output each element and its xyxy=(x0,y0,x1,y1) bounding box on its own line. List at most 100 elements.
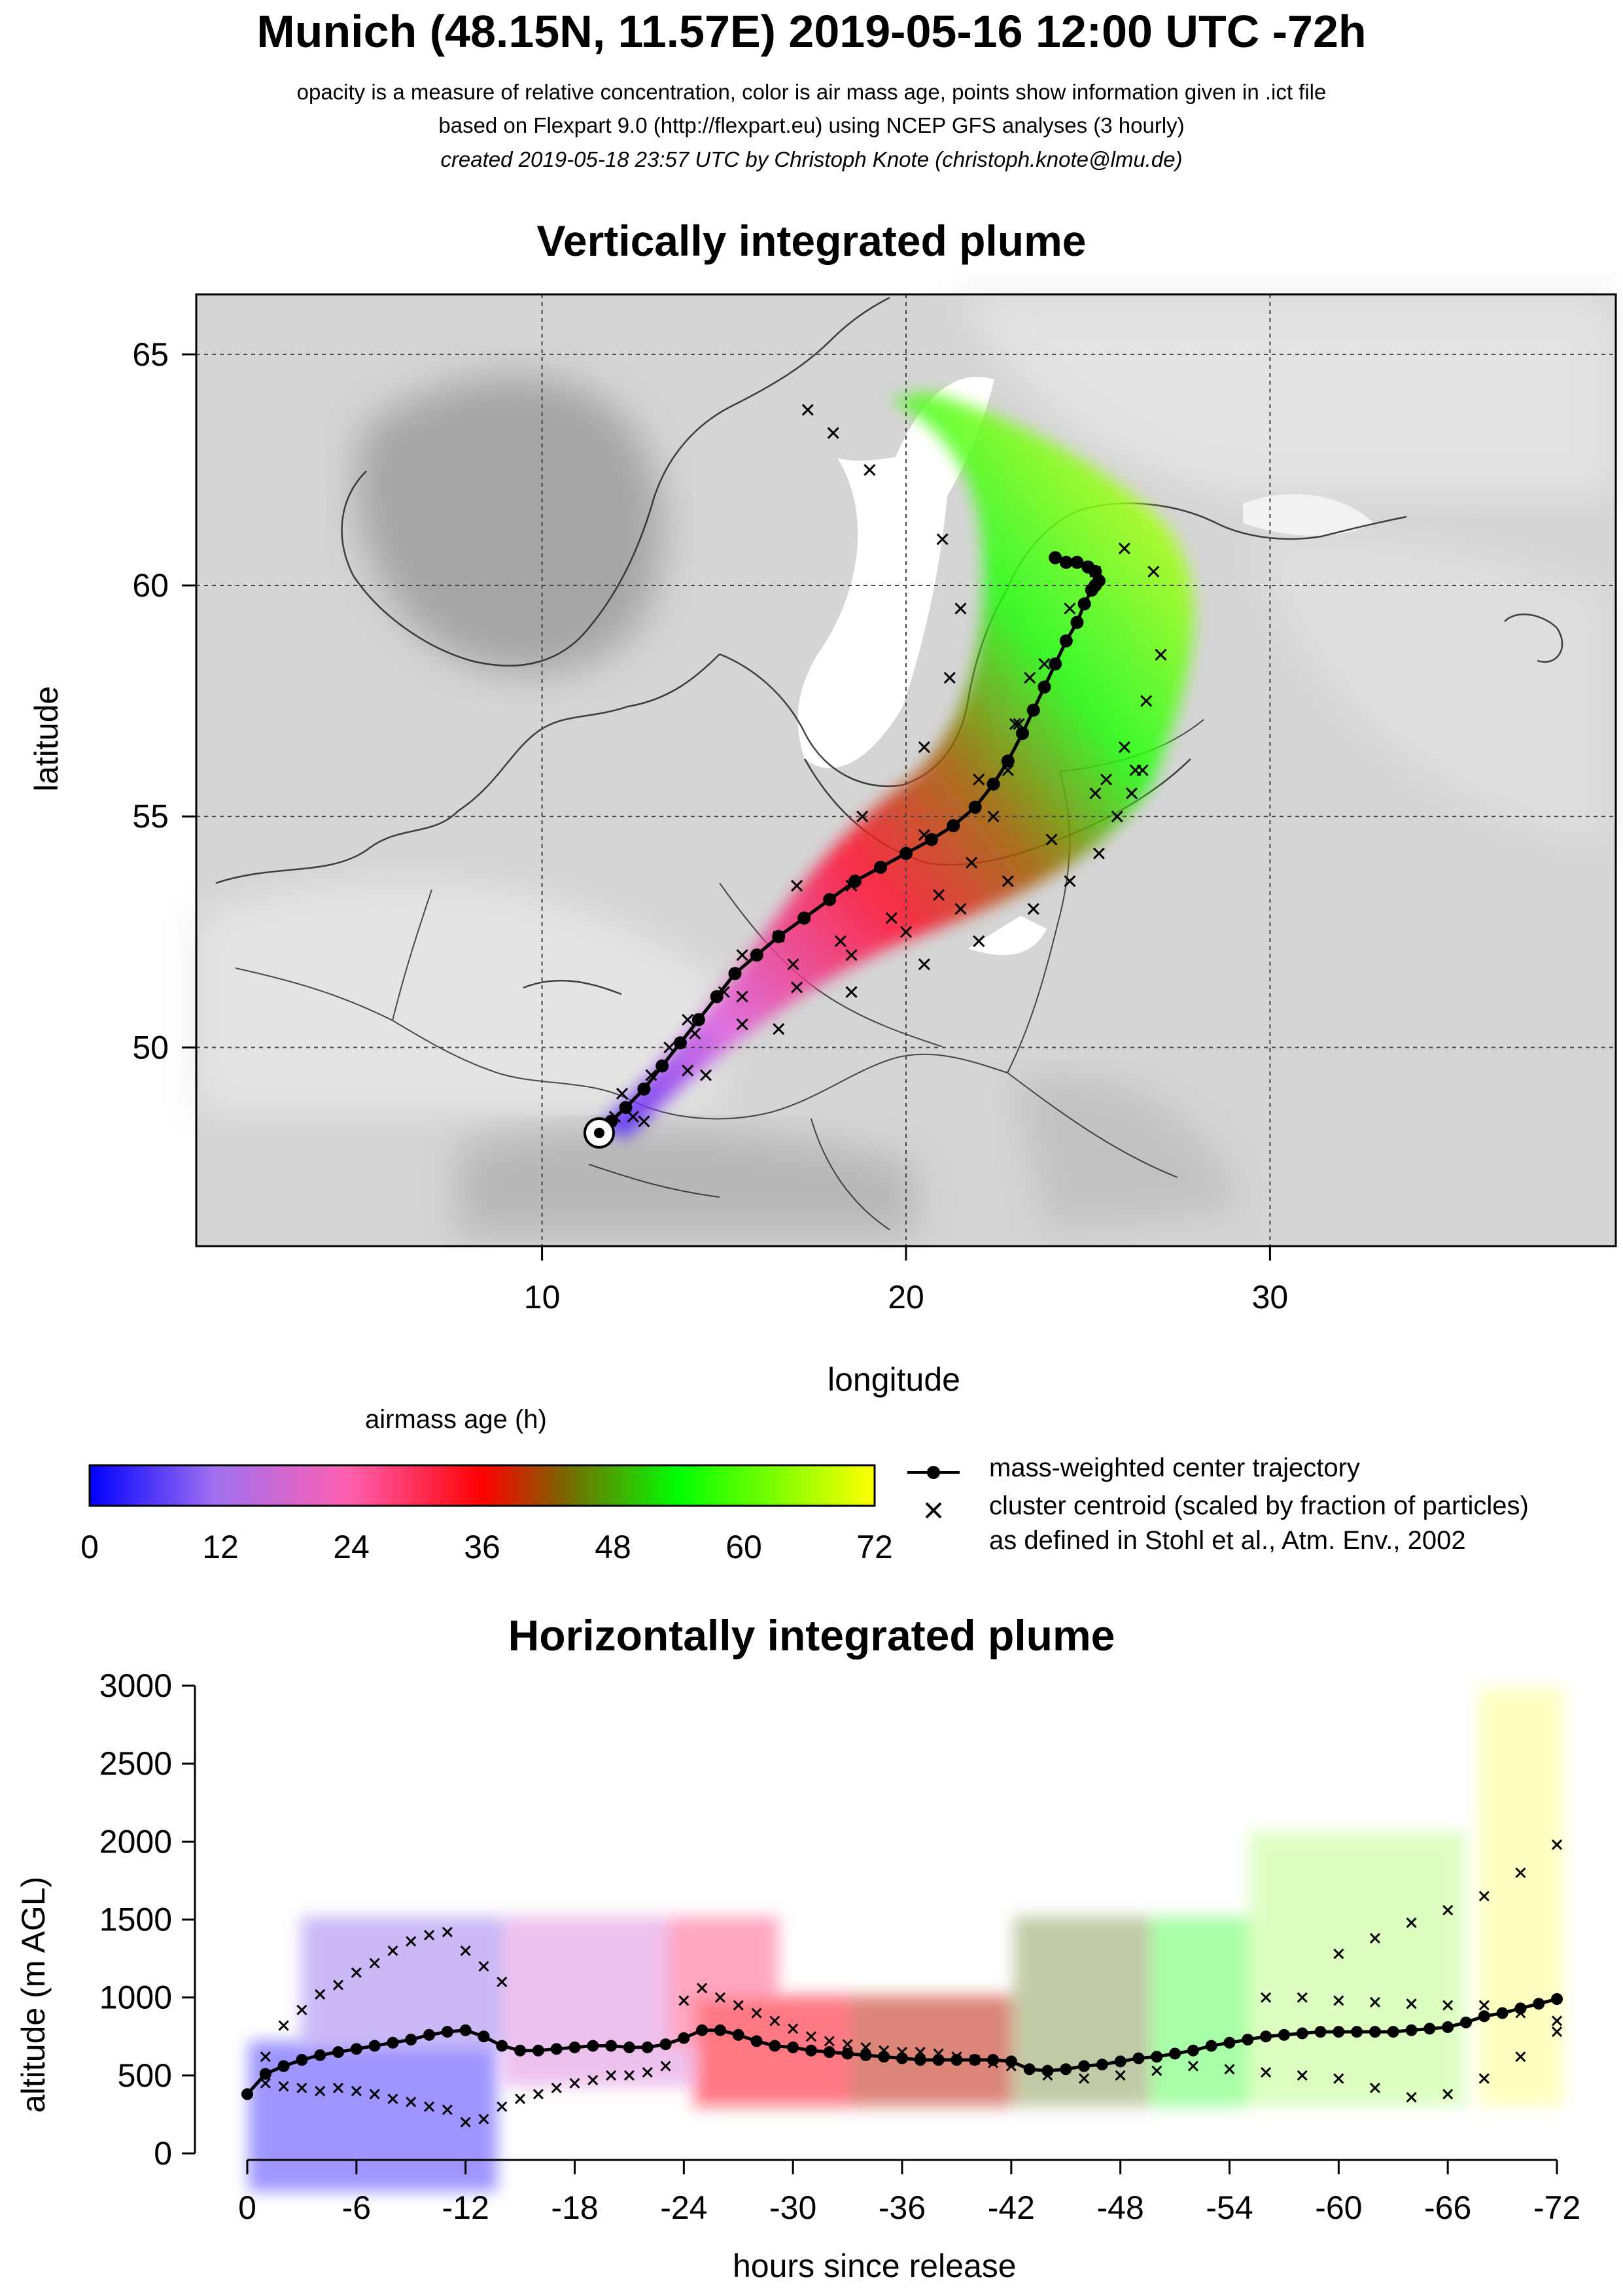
map-cluster-centroid xyxy=(736,948,748,962)
profile-center-trajectory-point xyxy=(1242,2034,1254,2046)
map-cluster-centroid xyxy=(682,1064,694,1077)
map-center-trajectory-point xyxy=(899,846,913,860)
profile-center-trajectory-point xyxy=(914,2054,926,2066)
profile-center-trajectory-point xyxy=(987,2054,1000,2066)
map-cluster-centroid xyxy=(627,1111,639,1123)
profile-cluster-centroid xyxy=(460,1945,471,1957)
map-cluster-centroid xyxy=(616,1087,629,1100)
map-x-tick-label: 30 xyxy=(1252,1279,1289,1315)
map-cluster-centroid xyxy=(885,912,898,924)
profile-center-trajectory-point xyxy=(1060,2063,1072,2076)
profile-plume-density xyxy=(249,1688,1563,2191)
map-cluster-centroid xyxy=(936,533,949,546)
map-cluster-centroid xyxy=(1027,903,1039,915)
profile-center-trajectory-point xyxy=(896,2052,908,2064)
profile-cluster-centroid xyxy=(1261,2067,1272,2078)
map-cluster-centroid xyxy=(827,426,839,439)
profile-cluster-centroid xyxy=(1406,1917,1417,1928)
map-cluster-centroid xyxy=(1089,787,1102,799)
profile-cluster-centroid xyxy=(460,2117,471,2128)
profile-center-trajectory-point xyxy=(1459,2016,1472,2028)
map-cluster-centroid xyxy=(1125,787,1138,799)
profile-center-trajectory-point xyxy=(1333,2026,1345,2038)
profile-x-tick-label: -66 xyxy=(1424,2189,1471,2226)
map-cluster-centroid xyxy=(845,948,858,962)
profile-cluster-centroid xyxy=(1478,2073,1490,2084)
profile-center-trajectory-point xyxy=(1169,2047,1181,2060)
map-y-tick-label: 60 xyxy=(132,567,169,604)
profile-y-tick-label: 1500 xyxy=(99,1902,172,1938)
profile-cluster-centroid xyxy=(369,2089,380,2100)
profile-cluster-centroid xyxy=(315,1989,326,2000)
map-cluster-centroid xyxy=(1155,648,1167,661)
map-center-trajectory-point xyxy=(924,833,938,846)
profile-cluster-centroid xyxy=(278,2081,289,2092)
profile-x-tick-label: -54 xyxy=(1206,2189,1253,2226)
map-center-trajectory-point xyxy=(772,930,786,943)
profile-center-trajectory-point xyxy=(696,2024,708,2036)
profile-center-trajectory-point xyxy=(1369,2026,1381,2038)
map-cluster-centroid xyxy=(1038,657,1051,670)
profile-cluster-centroid xyxy=(532,2089,544,2100)
profile-center-trajectory-point xyxy=(1187,2044,1199,2057)
profile-cluster-centroid xyxy=(351,2085,362,2096)
map-cluster-centroid xyxy=(1111,810,1123,823)
profile-center-trajectory-point xyxy=(1223,2036,1236,2049)
profile-center-trajectory-point xyxy=(1478,2010,1490,2023)
profile-center-trajectory-point xyxy=(1405,2024,1418,2036)
map-cluster-centroid xyxy=(1100,773,1113,786)
profile-cluster-centroid xyxy=(1369,1996,1381,2008)
profile-center-trajectory-point xyxy=(241,2088,253,2100)
profile-center-trajectory-point xyxy=(387,2036,399,2049)
profile-center-trajectory-point xyxy=(1314,2026,1327,2038)
profile-center-trajectory-point xyxy=(1551,1993,1563,2006)
profile-center-trajectory-point xyxy=(1078,2060,1091,2072)
profile-center-trajectory-point xyxy=(1114,2055,1126,2068)
profile-cluster-centroid xyxy=(478,2113,489,2125)
profile-cluster-centroid xyxy=(278,2020,289,2031)
map-center-trajectory-point xyxy=(655,1059,669,1073)
page-title: Munich (48.15N, 11.57E) 2019-05-16 12:00… xyxy=(256,6,1367,57)
profile-y-tick-label: 500 xyxy=(118,2057,172,2094)
colorbar-title: airmass age (h) xyxy=(365,1405,547,1434)
profile-cluster-centroid xyxy=(824,2036,835,2047)
map-cluster-centroid xyxy=(954,602,967,615)
profile-center-trajectory-point xyxy=(969,2054,981,2066)
profile-cluster-centroid xyxy=(1115,2070,1126,2081)
map-center-trajectory-point xyxy=(691,1013,705,1026)
profile-y-tick-label: 1000 xyxy=(99,1979,172,2016)
map-cluster-centroid xyxy=(899,926,913,938)
profile-center-trajectory-point xyxy=(1041,2064,1054,2077)
map-y-tick-label: 65 xyxy=(132,336,169,373)
map-center-trajectory-point xyxy=(1059,634,1073,648)
profile-center-trajectory-point xyxy=(823,2046,835,2059)
profile-center-trajectory-point xyxy=(296,2054,308,2066)
colorbar-tick-label: 60 xyxy=(725,1529,762,1565)
profile-center-trajectory-point xyxy=(568,2041,581,2053)
map-center-trajectory-point xyxy=(728,967,742,981)
plume-density xyxy=(599,392,1194,1138)
map-cluster-centroid xyxy=(973,935,985,947)
profile-cluster-centroid xyxy=(1442,1905,1454,1916)
profile-cluster-centroid xyxy=(260,2078,271,2089)
profile-center-trajectory-point xyxy=(951,2054,963,2066)
profile-center-trajectory-point xyxy=(368,2040,381,2052)
profile-center-trajectory-point xyxy=(623,2041,635,2053)
profile-cluster-centroid xyxy=(1261,1992,1272,2003)
colorbar-tick-label: 72 xyxy=(856,1529,893,1565)
map-cluster-centroid xyxy=(834,935,846,947)
profile-cluster-centroid xyxy=(406,2096,417,2108)
map-cluster-centroid xyxy=(845,986,858,998)
profile-center-trajectory-point xyxy=(514,2044,527,2057)
profile-x-tick-label: 0 xyxy=(238,2189,256,2226)
map-center-trajectory-point xyxy=(1059,555,1073,569)
profile-cluster-centroid xyxy=(332,2082,344,2093)
map-center-trajectory-point xyxy=(1077,597,1091,611)
colorbar-tick-label: 24 xyxy=(333,1529,370,1565)
profile-center-trajectory-point xyxy=(878,2051,890,2063)
profile-x-tick-label: -72 xyxy=(1533,2189,1580,2226)
profile-center-trajectory-point xyxy=(441,2026,453,2038)
profile-x-tick-label: -12 xyxy=(442,2189,489,2226)
map-center-trajectory-point xyxy=(619,1101,633,1115)
